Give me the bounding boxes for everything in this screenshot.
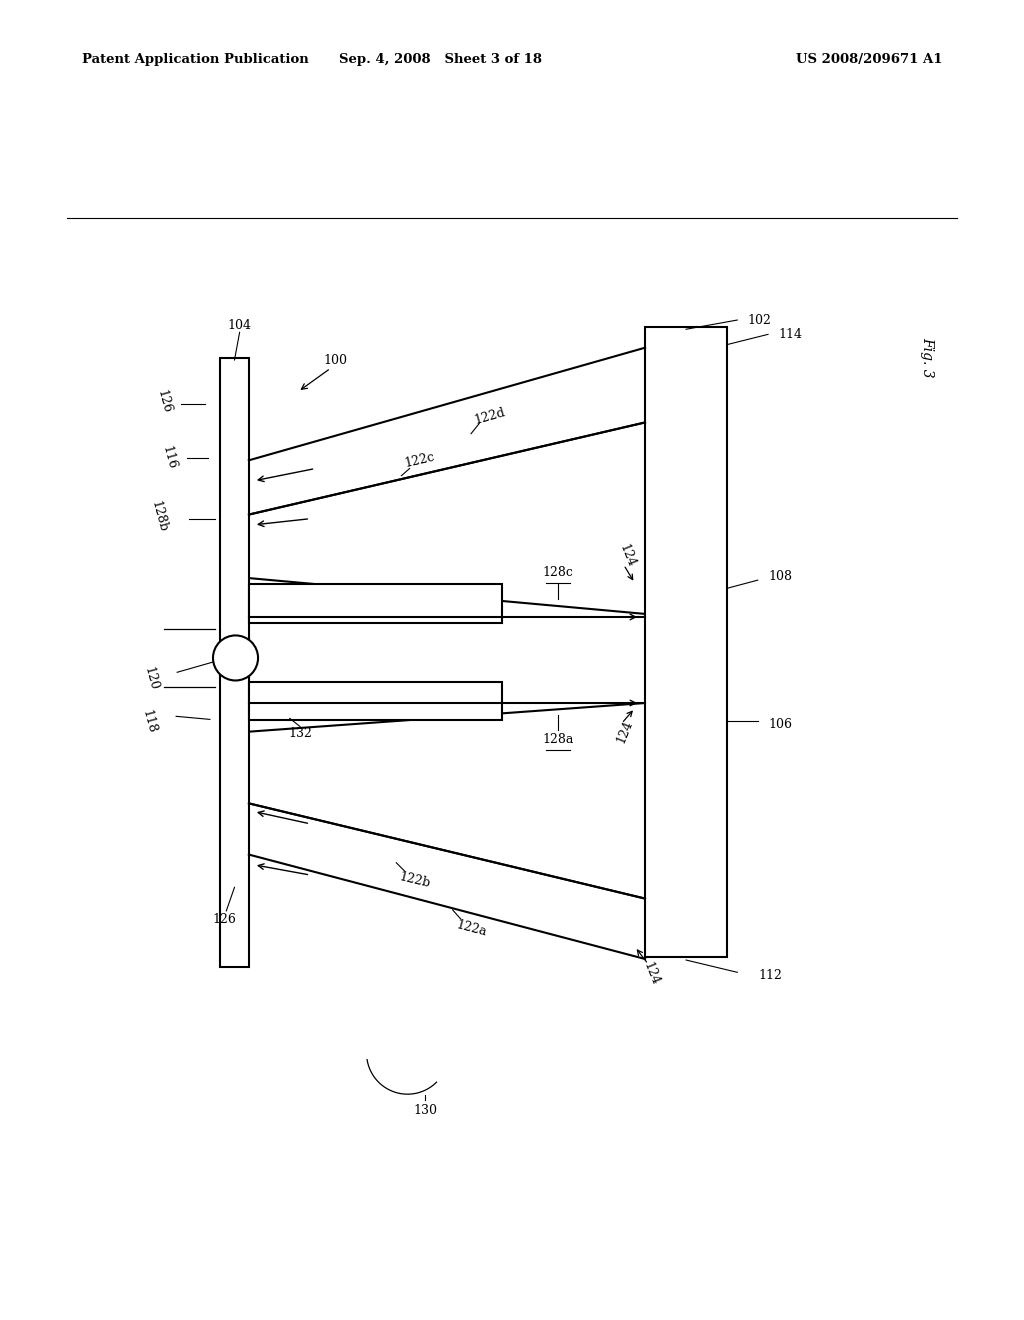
Text: 118: 118 bbox=[139, 708, 158, 735]
Text: 126: 126 bbox=[212, 912, 237, 925]
Text: 122d: 122d bbox=[472, 405, 507, 426]
Bar bbox=[645, 327, 727, 957]
Text: 126: 126 bbox=[155, 388, 173, 416]
Text: 114: 114 bbox=[778, 327, 803, 341]
Text: 102: 102 bbox=[748, 314, 772, 326]
Text: 124: 124 bbox=[614, 718, 635, 746]
Polygon shape bbox=[249, 422, 645, 614]
Text: 132: 132 bbox=[288, 727, 312, 741]
Text: 120: 120 bbox=[141, 665, 160, 692]
Text: 124: 124 bbox=[641, 960, 662, 987]
Text: 124: 124 bbox=[616, 543, 637, 569]
Text: 128b: 128b bbox=[148, 499, 169, 533]
Text: 104: 104 bbox=[227, 318, 252, 331]
Text: 116: 116 bbox=[160, 444, 178, 470]
Text: Fig. 3: Fig. 3 bbox=[920, 338, 934, 378]
Text: 122a: 122a bbox=[455, 917, 487, 939]
Text: 108: 108 bbox=[768, 569, 793, 582]
Polygon shape bbox=[249, 704, 645, 899]
Text: 122b: 122b bbox=[397, 870, 432, 890]
Text: Sep. 4, 2008   Sheet 3 of 18: Sep. 4, 2008 Sheet 3 of 18 bbox=[339, 53, 542, 66]
Bar bbox=[249, 681, 502, 721]
Text: 122c: 122c bbox=[403, 450, 436, 470]
Text: 128a: 128a bbox=[543, 734, 573, 746]
Text: US 2008/209671 A1: US 2008/209671 A1 bbox=[796, 53, 942, 66]
Text: 112: 112 bbox=[758, 969, 782, 982]
Bar bbox=[220, 358, 249, 968]
Bar bbox=[249, 585, 502, 623]
Text: 128c: 128c bbox=[543, 566, 573, 579]
Text: 130: 130 bbox=[413, 1104, 437, 1117]
Text: 100: 100 bbox=[324, 355, 348, 367]
Text: Patent Application Publication: Patent Application Publication bbox=[82, 53, 308, 66]
Text: 106: 106 bbox=[768, 718, 793, 731]
Circle shape bbox=[213, 635, 258, 681]
